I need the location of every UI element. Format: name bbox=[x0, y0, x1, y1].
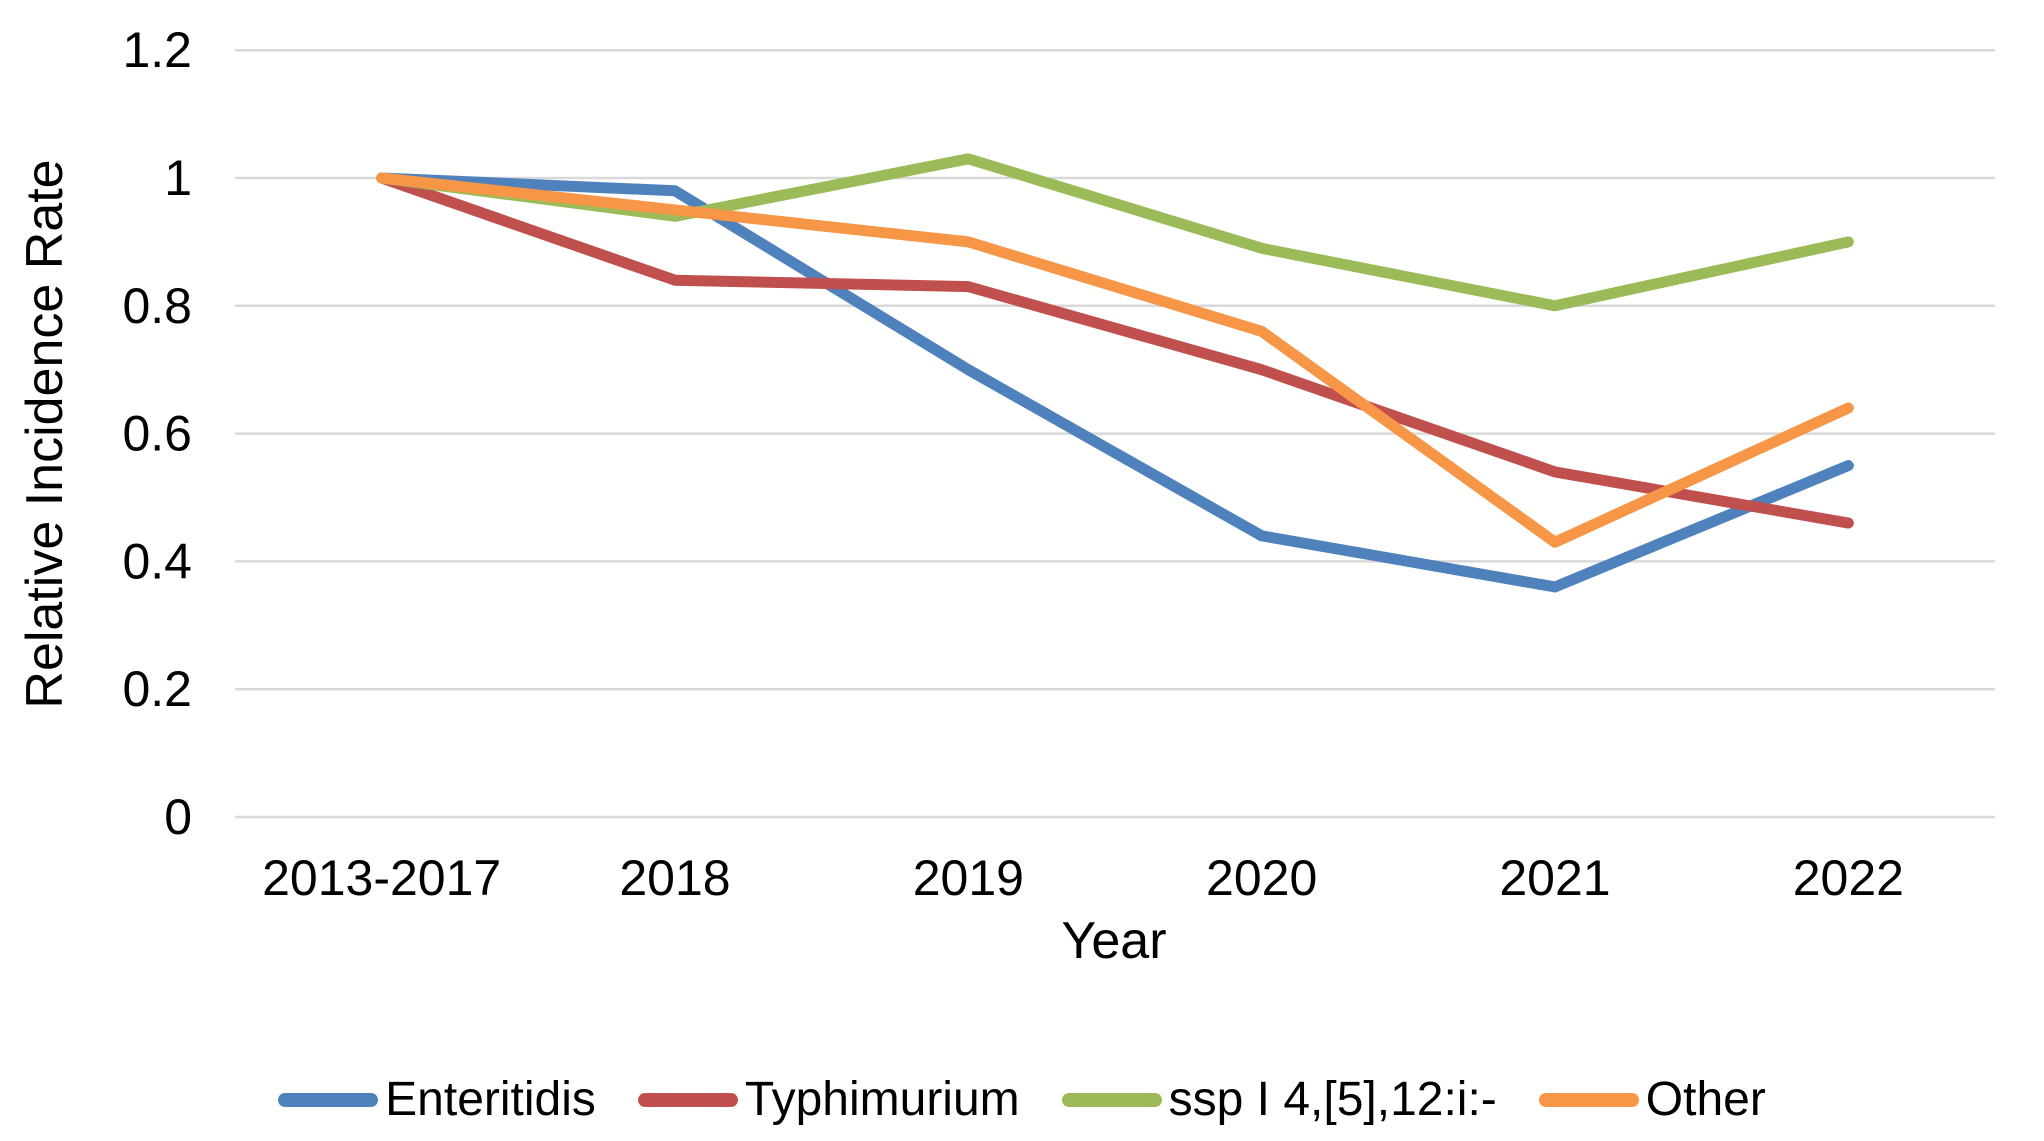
series-line-enteritidis bbox=[376, 172, 1854, 593]
series-line-other bbox=[376, 172, 1854, 548]
legend-swatch-typhimurium bbox=[637, 1092, 738, 1107]
legend-label-enteritidis: Enteritidis bbox=[385, 1073, 596, 1126]
x-axis-title: Year bbox=[1061, 912, 1166, 970]
x-tick-2020: 2020 bbox=[1206, 850, 1317, 906]
y-tick-1.2: 1.2 bbox=[122, 22, 192, 78]
legend-item-other: Other bbox=[1538, 1072, 1766, 1127]
series-line-typhimurium bbox=[376, 172, 1854, 529]
y-tick-0.2: 0.2 bbox=[122, 661, 192, 717]
y-axis-tick-labels: 0 0.2 0.4 0.6 0.8 1 1.2 bbox=[122, 22, 192, 845]
x-tick-2021: 2021 bbox=[1499, 850, 1610, 906]
legend-label-other: Other bbox=[1645, 1073, 1766, 1126]
y-tick-0.4: 0.4 bbox=[122, 533, 192, 589]
legend-label-typhimurium: Typhimurium bbox=[744, 1073, 1020, 1126]
y-tick-0.8: 0.8 bbox=[122, 278, 192, 334]
gridlines bbox=[235, 48, 1995, 819]
legend-item-typhimurium: Typhimurium bbox=[637, 1072, 1020, 1127]
legend-swatch-enteritidis bbox=[278, 1092, 379, 1107]
y-tick-0.6: 0.6 bbox=[122, 406, 192, 462]
x-tick-2022: 2022 bbox=[1793, 850, 1904, 906]
x-axis-tick-labels: 2013-2017 2018 2019 2020 2021 2022 bbox=[262, 850, 1904, 906]
y-axis-title: Relative Incidence Rate bbox=[16, 159, 74, 708]
y-tick-0: 0 bbox=[164, 789, 192, 845]
chart-legend: Enteritidis Typhimurium ssp I 4,[5],12:i:-… bbox=[0, 1072, 2044, 1127]
x-tick-2019: 2019 bbox=[913, 850, 1024, 906]
series-lines bbox=[376, 153, 1854, 593]
legend-item-ssp-i-4-5-12-i: ssp I 4,[5],12:i:- bbox=[1061, 1072, 1497, 1127]
legend-label-ssp-i-4-5-12-i: ssp I 4,[5],12:i:- bbox=[1168, 1073, 1497, 1126]
legend-swatch-other bbox=[1538, 1092, 1639, 1107]
x-tick-2018: 2018 bbox=[619, 850, 730, 906]
legend-swatch-ssp-i-4-5-12-i bbox=[1061, 1092, 1162, 1107]
x-tick-2013-2017: 2013-2017 bbox=[262, 850, 501, 906]
y-tick-1: 1 bbox=[164, 150, 192, 206]
legend-item-enteritidis: Enteritidis bbox=[278, 1072, 596, 1127]
